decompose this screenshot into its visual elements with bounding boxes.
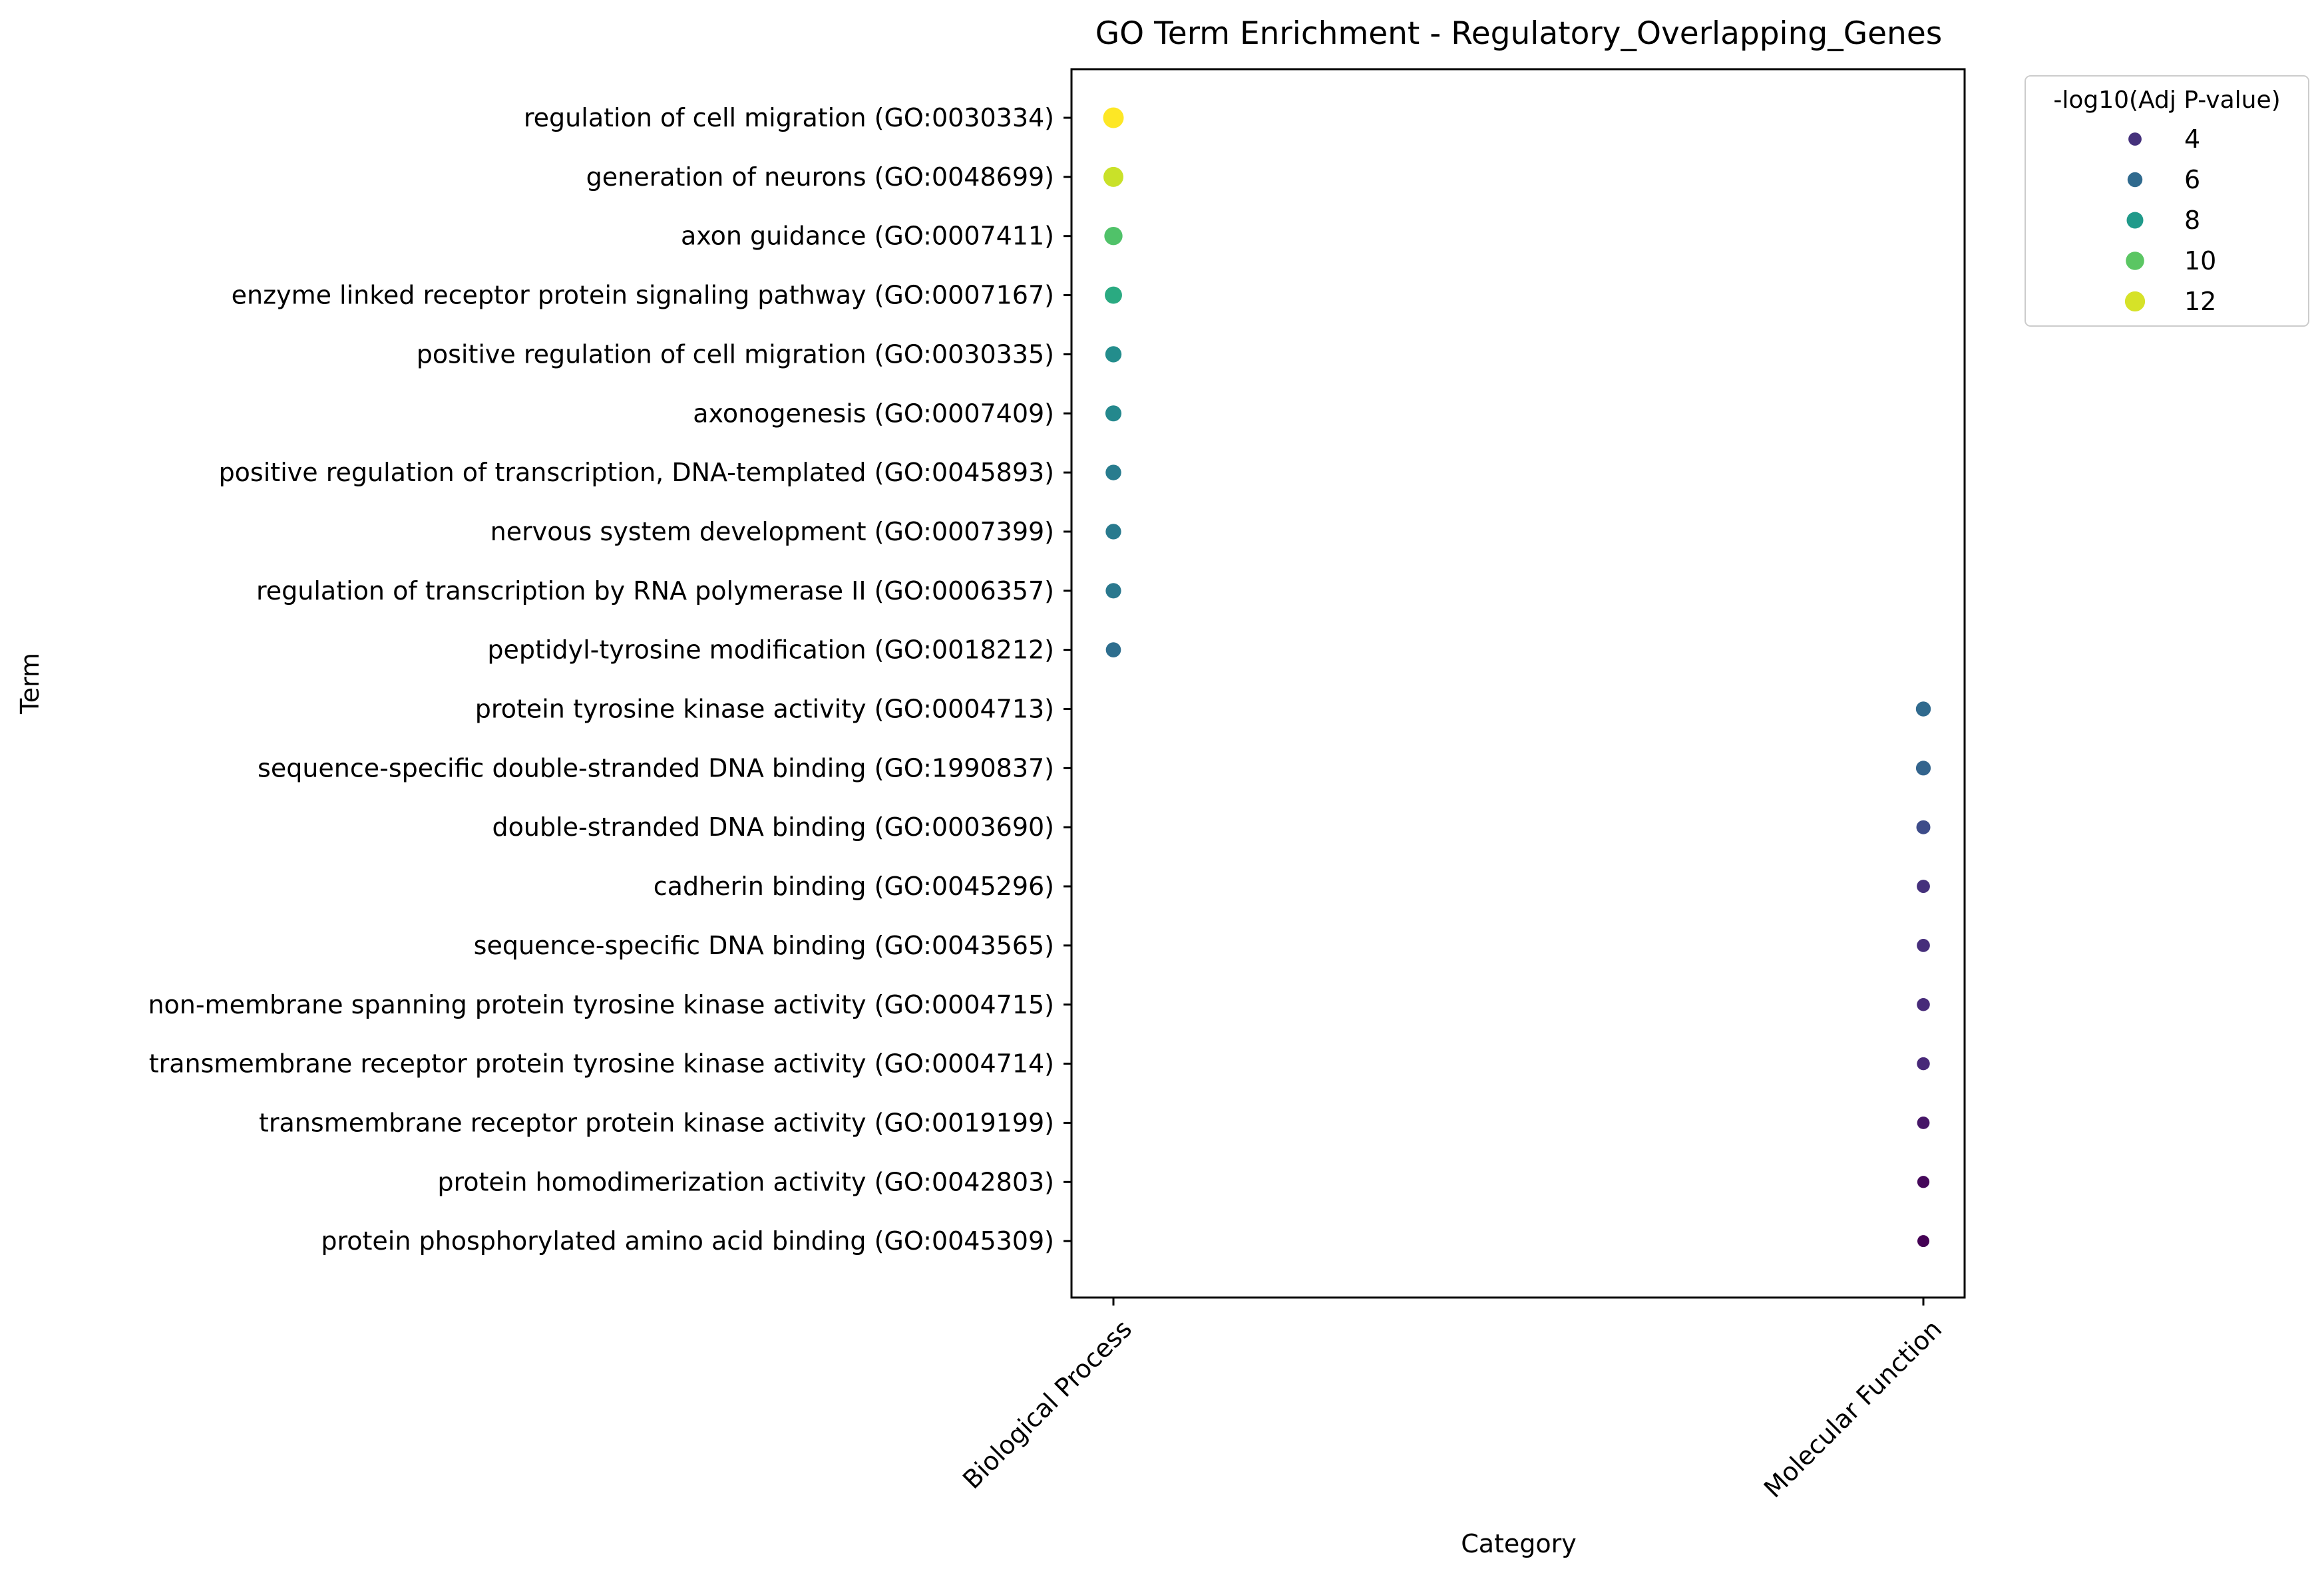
- data-point: [1917, 997, 1930, 1011]
- y-axis-label: Term: [15, 653, 45, 715]
- legend-label: 12: [2184, 287, 2216, 316]
- y-tick-label: protein tyrosine kinase activity (GO:000…: [475, 695, 1054, 724]
- data-point: [1105, 583, 1121, 599]
- data-point: [1105, 642, 1121, 657]
- axes-frame: [1070, 68, 1966, 1299]
- legend-marker: [2124, 291, 2146, 312]
- y-tick-label: protein homodimerization activity (GO:00…: [437, 1167, 1054, 1196]
- y-tick-label: generation of neurons (GO:0048699): [586, 162, 1054, 192]
- y-tick-label: regulation of transcription by RNA polym…: [256, 576, 1054, 606]
- y-tick-label: positive regulation of transcription, DN…: [219, 458, 1054, 487]
- legend: -log10(Adj P-value) 4 6 8 10 12: [2025, 75, 2309, 327]
- data-point: [1105, 524, 1121, 540]
- y-tick-label: enzyme linked receptor protein signaling…: [232, 281, 1054, 310]
- data-point: [1915, 761, 1931, 776]
- legend-marker: [2126, 212, 2144, 229]
- y-axis-ticks: regulation of cell migration (GO:0030334…: [148, 103, 1071, 1256]
- y-tick-label: sequence-specific double-stranded DNA bi…: [258, 753, 1054, 783]
- legend-label: 10: [2184, 246, 2216, 275]
- data-point: [1103, 166, 1123, 187]
- data-point: [1917, 1235, 1929, 1248]
- y-tick-label: axon guidance (GO:0007411): [681, 222, 1054, 251]
- legend-entries: 4 6 8 10 12: [2124, 124, 2216, 316]
- data-point: [1105, 346, 1122, 363]
- legend-label: 4: [2184, 124, 2200, 154]
- y-tick-label: nervous system development (GO:0007399): [490, 517, 1054, 546]
- data-point: [1917, 1117, 1930, 1129]
- legend-label: 8: [2184, 206, 2200, 235]
- data-point: [1916, 820, 1931, 834]
- data-point: [1917, 1176, 1930, 1188]
- legend-title: -log10(Adj P-value): [2053, 87, 2280, 114]
- y-tick-label: sequence-specific DNA binding (GO:004356…: [474, 931, 1054, 960]
- legend-box: [2025, 75, 2309, 327]
- data-point: [1104, 227, 1123, 246]
- y-tick-label: non-membrane spanning protein tyrosine k…: [148, 990, 1054, 1019]
- y-tick-label: axonogenesis (GO:0007409): [693, 399, 1054, 428]
- y-tick-label: cadherin binding (GO:0045296): [654, 872, 1054, 901]
- chart-title: GO Term Enrichment - Regulatory_Overlapp…: [1095, 15, 1943, 52]
- legend-marker: [2126, 252, 2144, 270]
- y-tick-label: transmembrane receptor protein tyrosine …: [149, 1049, 1054, 1079]
- data-point: [1105, 464, 1121, 480]
- data-point: [1105, 405, 1122, 422]
- y-tick-label: double-stranded DNA binding (GO:0003690): [492, 812, 1054, 842]
- data-points: [1103, 107, 1931, 1248]
- x-axis-label: Category: [1461, 1529, 1577, 1558]
- y-tick-label: protein phosphorylated amino acid bindin…: [321, 1226, 1054, 1256]
- data-point: [1917, 1057, 1930, 1071]
- data-point: [1917, 939, 1930, 952]
- y-tick-label: positive regulation of cell migration (G…: [417, 339, 1054, 369]
- y-tick-label: peptidyl-tyrosine modification (GO:00182…: [487, 635, 1054, 665]
- legend-marker: [2128, 132, 2142, 146]
- y-tick-label: transmembrane receptor protein kinase ac…: [259, 1108, 1054, 1137]
- data-point: [1917, 880, 1930, 893]
- data-point: [1915, 701, 1931, 717]
- legend-label: 6: [2184, 165, 2200, 194]
- data-point: [1103, 107, 1124, 128]
- y-tick-label: regulation of cell migration (GO:0030334…: [524, 103, 1054, 132]
- data-point: [1105, 286, 1122, 304]
- legend-marker: [2127, 172, 2143, 188]
